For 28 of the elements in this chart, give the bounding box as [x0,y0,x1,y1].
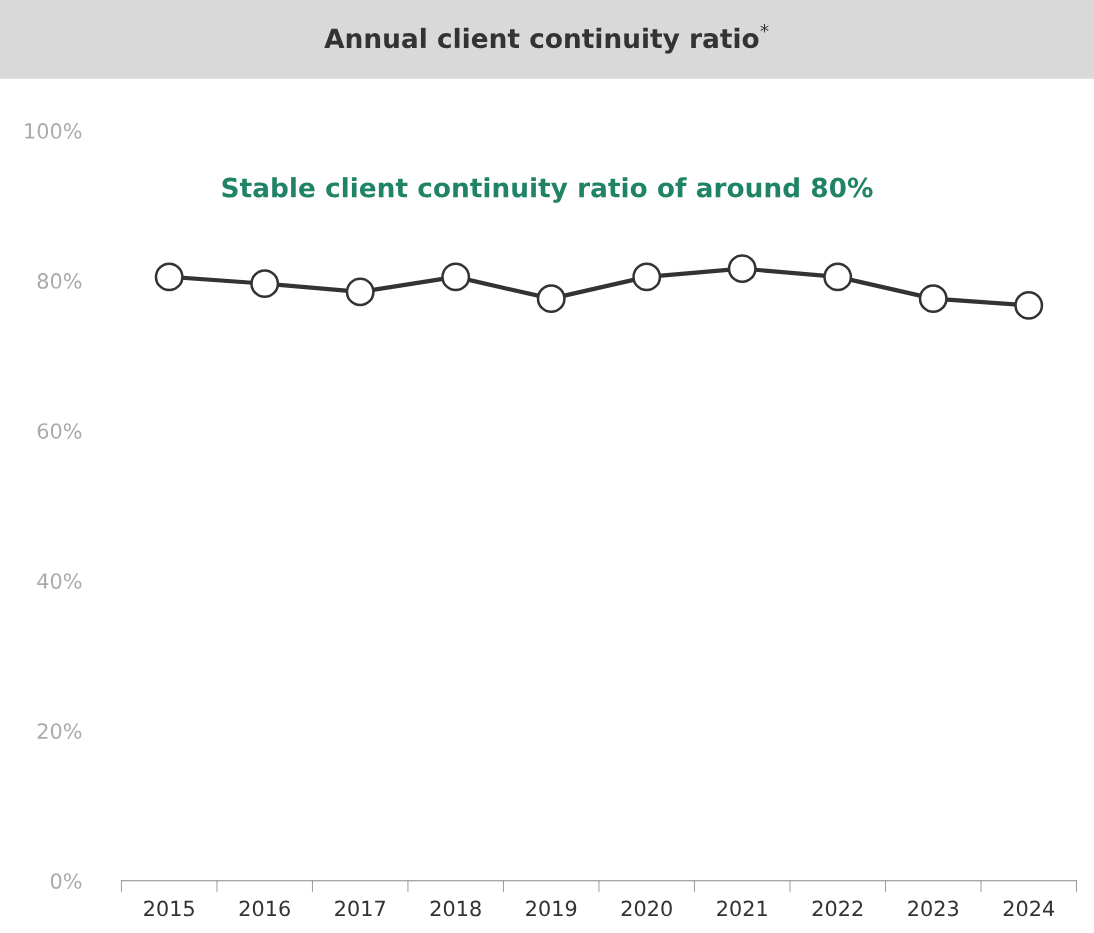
point [154,262,184,292]
point [345,277,375,307]
y-tick-label: 60% [37,423,82,439]
point [918,284,948,314]
x-tick-label: 2018 [430,900,481,917]
chart-title: Annual client continuity ratio$^{*}$ [324,24,769,54]
x-tick-label: 2023 [908,900,959,917]
x-tick-label: 2022 [812,900,863,917]
x-tick-label: 2017 [335,900,385,917]
point [250,269,280,299]
y-tick-label: 40% [37,573,82,589]
x-tick-label: 2019 [526,900,577,917]
point [1014,290,1044,320]
y-tick-label: 80% [37,273,82,289]
x-tick-label: 2021 [717,900,767,917]
y-tick-label: 100% [25,123,82,139]
x-tick-label: 2020 [621,900,672,917]
y-tick-label: 20% [37,723,82,739]
point [632,262,662,292]
point [441,262,471,292]
x-tick-label: 2015 [144,900,194,917]
x-tick-label: 2016 [239,900,290,917]
x-tick-label: 2024 [1003,900,1055,917]
point [536,284,566,314]
annotation: Stable client continuity ratio of around 80% [222,177,873,203]
point [727,254,757,284]
point [823,262,853,292]
y-tick-label: 0% [50,873,82,889]
